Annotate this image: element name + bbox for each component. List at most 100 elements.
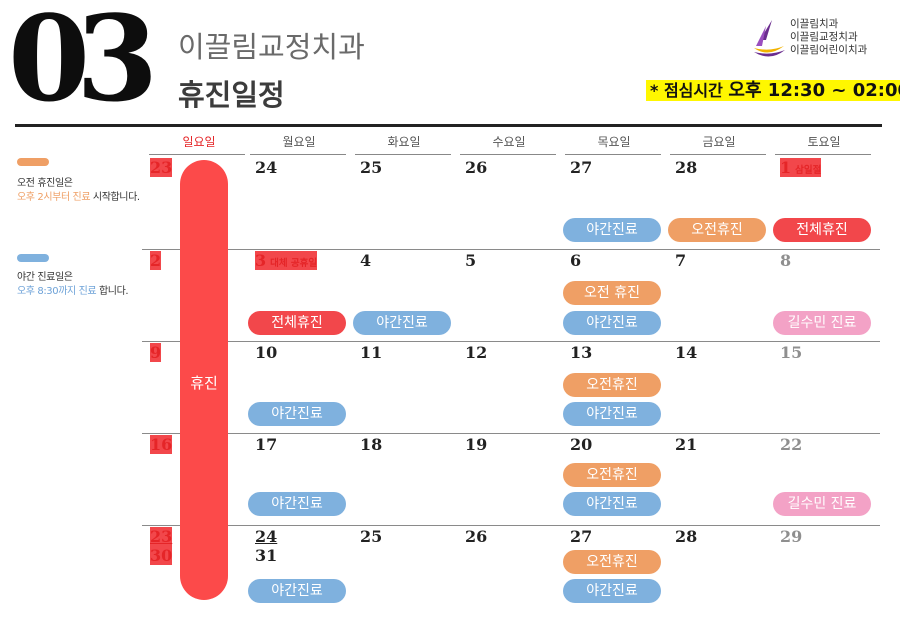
date-number: 23 (150, 527, 173, 546)
schedule-badge-blue: 야간진료 (563, 218, 661, 242)
schedule-badge-orange: 오전휴진 (563, 373, 661, 397)
holiday-note: 대체 공휴일 (270, 258, 318, 269)
legend-highlight: 오후 8:30까지 진료 (17, 286, 97, 297)
date-number: 13 (570, 343, 593, 362)
calendar-date: 19 (465, 435, 487, 454)
weekday-underline (565, 154, 661, 155)
calendar-date: 15 (780, 343, 802, 362)
calendar-date: 8 (780, 251, 791, 270)
legend-night-clinic: 야간 진료일은 오후 8:30까지 진료 합니다. (17, 271, 129, 299)
legend-line: 오후 2시부터 진료 시작합니다. (17, 191, 140, 205)
date-number: 25 (360, 527, 383, 546)
date-number: 15 (780, 343, 803, 362)
date-number: 5 (465, 251, 477, 270)
header-divider (15, 124, 882, 127)
calendar-date: 10 (255, 343, 277, 362)
weekday-label: 월요일 (282, 135, 316, 149)
week-divider (142, 433, 880, 434)
weekday-underline (670, 154, 766, 155)
date-number: 27 (570, 527, 593, 546)
calendar-date: 20 (570, 435, 592, 454)
weekday-label: 금요일 (702, 135, 736, 149)
second-date-number: 30 (150, 546, 173, 565)
date-number: 2 (150, 251, 162, 270)
schedule-title: 휴진일정 (178, 78, 285, 112)
date-number: 20 (570, 435, 593, 454)
calendar-date: 14 (675, 343, 697, 362)
schedule-badge-blue: 야간진료 (353, 311, 451, 335)
weekday-label: 일요일 (182, 135, 216, 149)
date-number: 23 (150, 158, 173, 177)
schedule-badge-pink: 길수민 진료 (773, 311, 871, 335)
week-divider (142, 249, 880, 250)
legend-line: 오전 휴진일은 (17, 178, 73, 189)
date-number: 18 (360, 435, 383, 454)
calendar-date: 29 (780, 527, 802, 546)
weekday-label: 화요일 (387, 135, 421, 149)
date-number: 6 (570, 251, 582, 270)
weekday-underline (775, 154, 871, 155)
calendar-date: 9 (150, 343, 162, 362)
legend-rest: 합니다. (96, 286, 129, 297)
date-number: 4 (360, 251, 372, 270)
closed-label: 휴진 (190, 374, 218, 392)
calendar-date: 23 30 (150, 527, 173, 565)
date-number: 25 (360, 158, 383, 177)
schedule-badge-orange: 오전휴진 (563, 550, 661, 574)
schedule-badge-red: 전체휴진 (773, 218, 871, 242)
date-number: 14 (675, 343, 698, 362)
calendar-date: 26 (465, 158, 487, 177)
calendar-date: 27 (570, 527, 592, 546)
date-number: 26 (465, 527, 488, 546)
schedule-badge-blue: 야간진료 (563, 579, 661, 603)
date-number: 9 (150, 343, 162, 362)
calendar-date: 3 대체 공휴일 (255, 251, 318, 270)
schedule-badge-pink: 길수민 진료 (773, 492, 871, 516)
calendar-date: 27 (570, 158, 592, 177)
date-number: 12 (465, 343, 488, 362)
calendar-date: 21 (675, 435, 697, 454)
calendar-date: 12 (465, 343, 487, 362)
legend-line: 야간 진료일은 (17, 272, 73, 283)
week-divider (142, 525, 880, 526)
weekday-label: 목요일 (597, 135, 631, 149)
weekday-label: 토요일 (807, 135, 841, 149)
legend-blue-swatch (17, 254, 49, 262)
calendar-date: 25 (360, 158, 382, 177)
schedule-badge-blue: 야간진료 (248, 579, 346, 603)
date-number: 27 (570, 158, 593, 177)
second-date-number: 31 (255, 546, 278, 565)
weekday-underline (250, 154, 346, 155)
weekday-underline (149, 154, 245, 155)
weekday-label: 수요일 (492, 135, 526, 149)
date-number: 28 (675, 158, 698, 177)
lunch-hours: * 점심시간 오후 12:30 ~ 02:00 (646, 80, 900, 101)
calendar-date: 13 (570, 343, 592, 362)
calendar-date: 11 (360, 343, 382, 362)
calendar-date: 1 삼일절 (780, 158, 822, 177)
schedule-badge-orange: 오전휴진 (668, 218, 766, 242)
calendar-date: 28 (675, 158, 697, 177)
clinic-name: 이끌림교정치과 (178, 30, 365, 64)
brand-names: 이끌림치과 이끌림교정치과 이끌림어린이치과 (790, 18, 867, 57)
schedule-badge-orange: 오전휴진 (563, 463, 661, 487)
lunch-label: * 점심시간 (650, 81, 723, 100)
sunday-closed-bar (180, 160, 228, 600)
schedule-badge-orange: 오전 휴진 (563, 281, 661, 305)
brand-line: 이끌림교정치과 (790, 31, 858, 43)
schedule-badge-blue: 야간진료 (248, 492, 346, 516)
date-number: 29 (780, 527, 803, 546)
calendar-date: 17 (255, 435, 277, 454)
date-number: 10 (255, 343, 278, 362)
date-number: 1 (780, 158, 792, 177)
weekday-underline (355, 154, 451, 155)
legend-highlight: 오후 2시부터 진료 (17, 192, 91, 203)
calendar-date: 28 (675, 527, 697, 546)
calendar-date: 2 (150, 251, 162, 270)
date-number: 26 (465, 158, 488, 177)
date-number: 21 (675, 435, 698, 454)
calendar-date: 22 (780, 435, 802, 454)
schedule-badge-blue: 야간진료 (563, 492, 661, 516)
calendar-date: 25 (360, 527, 382, 546)
legend-line: 오후 8:30까지 진료 합니다. (17, 285, 129, 299)
